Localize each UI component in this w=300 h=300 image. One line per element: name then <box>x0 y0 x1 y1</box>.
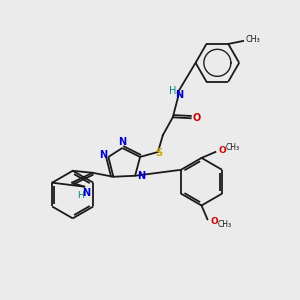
Text: H: H <box>169 85 176 96</box>
Text: N: N <box>175 89 183 100</box>
Text: CH₃: CH₃ <box>225 142 239 152</box>
Text: O: O <box>218 146 226 154</box>
Text: N: N <box>99 150 107 160</box>
Text: O: O <box>192 113 201 123</box>
Text: N: N <box>82 188 90 198</box>
Text: N: N <box>118 137 126 147</box>
Text: CH₃: CH₃ <box>218 220 232 229</box>
Text: H: H <box>77 191 84 200</box>
Text: CH₃: CH₃ <box>245 35 260 44</box>
Text: N: N <box>137 171 145 181</box>
Text: S: S <box>155 148 163 158</box>
Text: O: O <box>210 217 218 226</box>
